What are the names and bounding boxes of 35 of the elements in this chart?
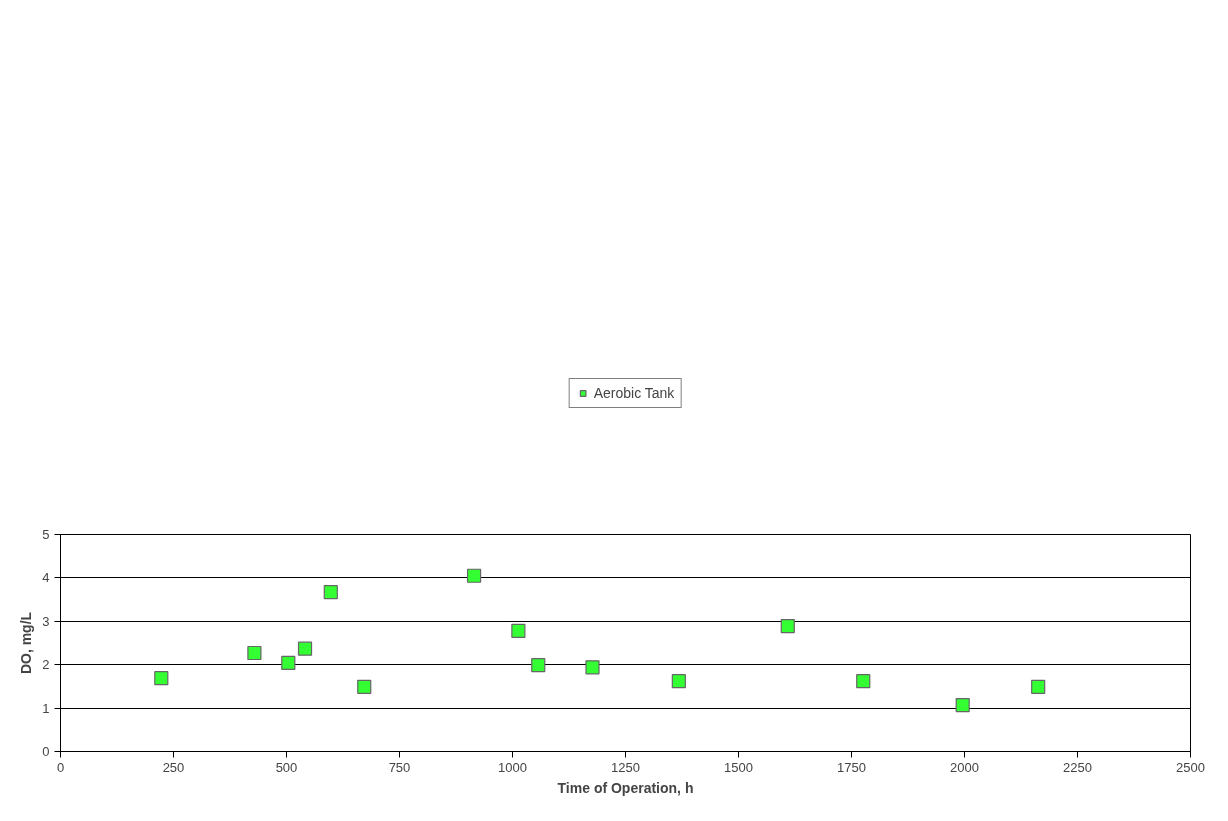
x-tick-label: 250 [162,759,185,775]
x-tick-label: 2500 [1176,759,1205,775]
x-tick-label: 500 [275,759,298,775]
y-tick-label: 2 [42,657,50,673]
point [671,674,686,689]
point [531,658,546,673]
x-tick-label: 1250 [611,759,640,775]
point [154,671,169,686]
point [281,655,296,671]
point [466,568,482,583]
x-tick-label: 2250 [1063,759,1092,775]
x-axis-title: Time of Operation, h [557,779,694,796]
legend-label: Aerobic Tank [593,385,675,401]
point [297,641,313,656]
point [856,674,871,689]
x-tick-label: 0 [56,759,65,775]
x-tick-label: 1500 [724,759,753,775]
y-axis-title: DO, mg/L [18,611,35,675]
point [585,660,600,675]
y-tick-label: 3 [42,613,50,629]
point [511,623,526,638]
x-tick-label: 750 [388,759,411,775]
y-tick-label: 1 [42,700,50,716]
point [955,697,970,713]
y-tick-label: 4 [42,570,50,586]
point [357,679,372,694]
x-tick-label: 1000 [498,759,527,775]
point [247,645,262,661]
y-tick-label: 0 [42,744,50,759]
x-tick-label: 1750 [837,759,866,775]
point [323,585,338,600]
point [780,618,795,634]
point [1031,679,1046,694]
x-tick-label: 2000 [950,759,979,775]
y-tick-label: 5 [42,527,50,542]
